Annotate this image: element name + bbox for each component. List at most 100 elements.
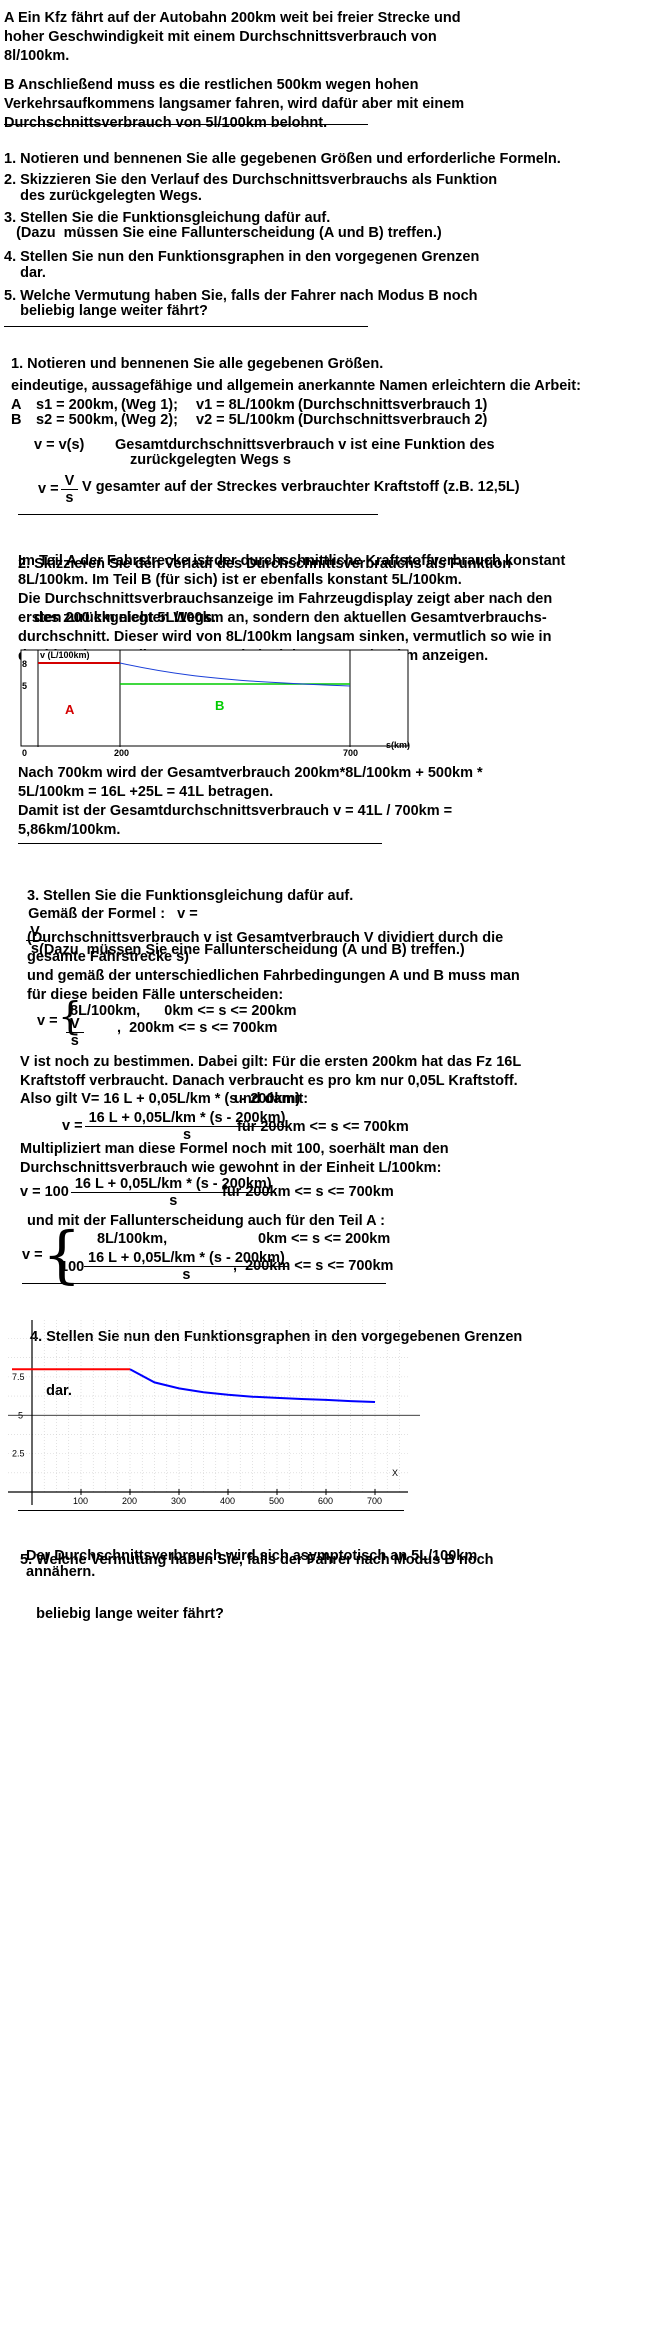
row-w: (Weg 1); [121, 397, 178, 413]
question-4-cont: dar. [4, 265, 46, 281]
series-avg [119, 662, 351, 687]
denominator: s [84, 1266, 289, 1283]
text-line: Nach 700km wird der Gesamtverbrauch 200k… [18, 765, 483, 781]
task-b-line: Verkehrsaufkommens langsamer fahren, wir… [4, 96, 465, 112]
cases-lhs: v = [37, 1013, 58, 1029]
y-tick-label: 2.5 [12, 1449, 25, 1459]
case-1: 8L/100km, [97, 1231, 168, 1247]
task-b-line: B Anschließend muss es die restlichen 50… [4, 77, 419, 93]
task-b-line: Durchschnittsverbrauch von 5l/100km belo… [4, 115, 328, 131]
task-a: A Ein Kfz fährt auf der Autobahn 200km w… [4, 9, 461, 66]
s3-p3: V ist noch zu bestimmen. Dabei gilt: Für… [20, 1053, 521, 1091]
s3-eq-v100: v = 100 16 L + 0,05L/km * (s - 200km) s [20, 1176, 276, 1209]
s2-heading: 2. Skizzieren Sie den Verlauf des Durchs… [18, 517, 511, 647]
question-2: 2. Skizzieren Sie den Verlauf des Durchs… [4, 172, 498, 188]
y-ticks: 2.5 5 7.5 [12, 1372, 25, 1459]
s1-intro: eindeutige, aussagefähige und allgemein … [11, 378, 581, 394]
s3-p4: Multipliziert man diese Formel noch mit … [20, 1140, 449, 1178]
s2-p3: Nach 700km wird der Gesamtverbrauch 200k… [18, 764, 483, 802]
case-2-factor: 100 [60, 1259, 85, 1275]
brace-icon: { [58, 994, 83, 1038]
row-w: (Weg 2); [121, 412, 178, 428]
s5-heading-line: 5. Welche Vermutung haben Sie, falls der… [20, 1552, 494, 1568]
case-2-range: , 200km <= s <= 700km [233, 1258, 394, 1274]
text-line: Im Teil A der Fahrstrecke ist der durchs… [18, 553, 566, 569]
series-blue [129, 1368, 376, 1403]
x-tick-label: 700 [367, 1496, 382, 1505]
text-line: Multipliziert man diese Formel noch mit … [20, 1141, 449, 1157]
region-a: A [65, 702, 75, 717]
function-graph: X 100 200 300 400 500 600 700 2.5 5 7.5 [8, 1320, 420, 1505]
task-a-line: hoher Geschwindigkeit mit einem Durchsch… [4, 29, 437, 45]
s1-vs-desc1: Gesamtdurchschnittsverbrauch v ist eine … [115, 437, 495, 453]
brace-icon: { [42, 1218, 82, 1291]
formula-lhs: v = [38, 481, 59, 497]
numerator: V [70, 1016, 80, 1032]
s3-und-damit: und damit: [234, 1091, 309, 1107]
s1-heading: 1. Notieren und bennenen Sie alle gegebe… [11, 356, 384, 372]
row-d: (Durchschnittsverbrauch 1) [298, 397, 488, 413]
y-tick-label: 5 [22, 681, 27, 691]
divider [18, 1510, 404, 1511]
row-v: v2 = 5L/100km [196, 412, 295, 428]
denominator: s [70, 1192, 276, 1209]
formula-lhs: v = [62, 1118, 83, 1134]
task-b: B Anschließend muss es die restlichen 50… [4, 76, 464, 133]
question-1: 1. Notieren und bennenen Sie alle gegebe… [4, 151, 561, 167]
x-tick-label: 400 [220, 1496, 235, 1505]
question-list: 1. Notieren und bennenen Sie alle gegebe… [4, 150, 561, 340]
s3-final-label: und mit der Fallunterscheidung auch für … [27, 1213, 385, 1229]
text-line: Der Durchschnittsverbrauch wird sich asy… [26, 1548, 478, 1564]
x-tick-label: 0 [22, 748, 27, 758]
x-tick-label: 200 [122, 1496, 137, 1505]
question-3-cont: (Dazu müssen Sie eine Fallunterscheidung… [4, 225, 442, 241]
numerator: 16 L + 0,05L/km * (s - 200km) [74, 1176, 272, 1192]
text-line: Kraftstoff verbraucht. Danach verbraucht… [20, 1073, 518, 1089]
s3-for1: für 200km <= s <= 700km [237, 1119, 409, 1135]
denominator: s [60, 489, 79, 506]
x-tick-label: 700 [343, 748, 358, 758]
s3-eq-v: v = 16 L + 0,05L/km * (s - 200km) s [62, 1110, 290, 1143]
text-line: 5L/100km = 16L +25L = 41L betragen. [18, 784, 274, 800]
row-letter: B [11, 412, 22, 428]
s5-heading-line: beliebig lange weiter fährt? [20, 1606, 224, 1622]
divider [4, 124, 368, 125]
x-tick-label: 600 [318, 1496, 333, 1505]
question-2-cont: des zurückgelegten Wegs. [4, 188, 202, 204]
sketch-chart: v (L/100km) 8 5 A B 0 200 700 s(km) [20, 649, 410, 758]
text-line: durchschnitt. Dieser wird von 8L/100km l… [18, 629, 552, 645]
case-1: 8L/100km, 0km <= s <= 200km [70, 1003, 297, 1019]
divider [22, 1283, 386, 1284]
denominator: s [26, 940, 44, 957]
x-tick-label: 300 [171, 1496, 186, 1505]
row-v: v1 = 8L/100km [196, 397, 295, 413]
s2-heading-line: des zurückgelegten Wegs. [18, 610, 216, 626]
s3-heading-line: 3. Stellen Sie die Funktionsgleichung da… [27, 888, 354, 904]
row-d: (Durchschnittsverbrauch 2) [298, 412, 488, 428]
text-line: für diese beiden Fälle unterscheiden: [27, 987, 284, 1003]
text-line: (Durchschnittsverbrauch v ist Gesamtverb… [27, 930, 504, 946]
text-line: Durchschnittsverbrauch wie gewohnt in de… [20, 1160, 442, 1176]
s3-also: Also gilt V= 16 L + 0,05L/km * (s - 200k… [20, 1091, 301, 1107]
row-s: s1 = 200km, [36, 397, 118, 413]
text-line: und gemäß der unterschiedlichen Fahrbedi… [27, 968, 520, 984]
fraction: 16 L + 0,05L/km * (s - 200km) s [84, 1110, 290, 1143]
numerator: V [30, 924, 40, 941]
row-s: s2 = 500km, [36, 412, 118, 428]
denominator: s [66, 1032, 84, 1049]
denominator: s [84, 1126, 290, 1143]
row-letter: A [11, 397, 22, 413]
s2-p1: Im Teil A der Fahrstrecke ist der durchs… [18, 552, 565, 590]
region-b: B [215, 698, 224, 713]
text-line: Damit ist der Gesamtdurchschnittsverbrau… [18, 803, 453, 819]
s1-vs-desc2: zurückgelegten Wegs s [130, 452, 291, 468]
s4-heading-line: dar. [30, 1383, 72, 1399]
text-line: 8L/100km. Im Teil B (für sich) ist er eb… [18, 572, 462, 588]
text-line: 5,86km/100km. [18, 822, 121, 838]
formula-label: Gemäß der Formel : v = [28, 906, 198, 922]
s3-heading: 3. Stellen Sie die Funktionsgleichung da… [27, 849, 465, 979]
